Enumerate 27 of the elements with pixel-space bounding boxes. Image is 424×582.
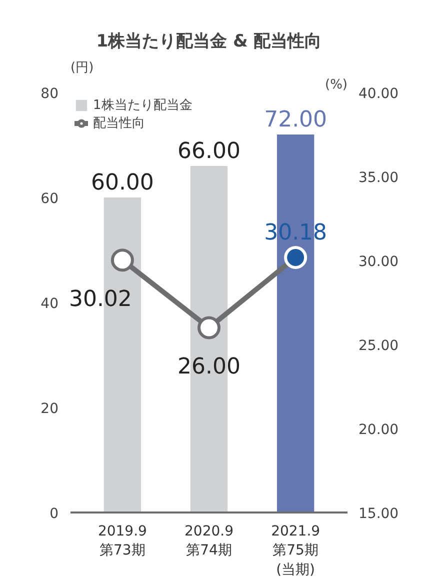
y2-tick-label: 15.00 [358, 506, 399, 522]
y-axis-title: (円) [70, 60, 94, 76]
data-label: 26.00 [178, 354, 240, 380]
y-tick-label: 20 [40, 401, 59, 417]
y-tick-label: 0 [50, 506, 59, 522]
chart-title: 1株当たり配当金 & 配当性向 [96, 32, 322, 52]
data-label: 66.00 [178, 139, 240, 164]
y2-tick-label: 25.00 [358, 338, 399, 354]
x-tick-label: 2021.9 第75期 (当期) [271, 524, 320, 578]
point [284, 246, 308, 269]
point [110, 248, 134, 272]
y2-tick-label: 35.00 [358, 170, 399, 186]
point [198, 316, 220, 340]
data-label: 72.00 [264, 108, 328, 132]
legend-label: 1株当たり配当金 [93, 97, 192, 114]
y-tick-label: 60 [40, 191, 59, 207]
y2-axis-title: (%) [325, 78, 348, 92]
y2-tick-label: 30.00 [358, 254, 399, 270]
y2-tick-label: 20.00 [358, 422, 399, 438]
y-tick-label: 80 [40, 86, 59, 102]
y2-tick-label: 40.00 [358, 86, 399, 102]
legend-label: 配当性向 [93, 115, 145, 132]
data-label: 60.00 [90, 170, 154, 196]
y-tick-label: 40 [40, 296, 59, 312]
x-tick-label: 2019.9 第73期 [98, 524, 147, 559]
data-label: 30.02 [68, 287, 132, 312]
x-tick-label: 2020.9 第74期 [184, 524, 234, 559]
